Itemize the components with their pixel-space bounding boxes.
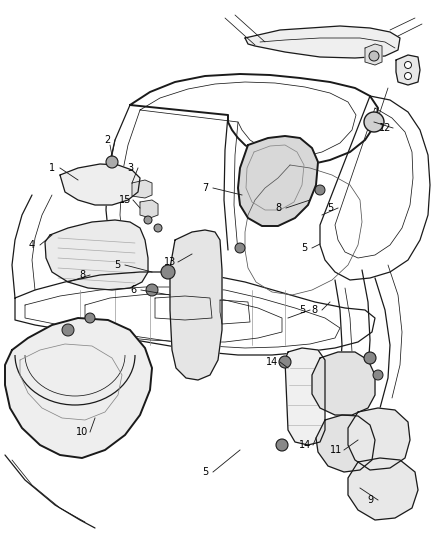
Text: 5: 5 <box>301 243 307 253</box>
Circle shape <box>279 356 291 368</box>
Circle shape <box>364 352 376 364</box>
Text: 13: 13 <box>164 257 176 267</box>
Polygon shape <box>312 352 375 415</box>
Text: 5: 5 <box>327 203 333 213</box>
Polygon shape <box>238 136 318 226</box>
Polygon shape <box>285 348 325 445</box>
Circle shape <box>144 216 152 224</box>
Polygon shape <box>170 230 222 380</box>
Text: 9: 9 <box>367 495 373 505</box>
Text: 10: 10 <box>76 427 88 437</box>
Text: 12: 12 <box>379 123 391 133</box>
Circle shape <box>405 61 411 69</box>
Text: 14: 14 <box>299 440 311 450</box>
Text: 11: 11 <box>330 445 342 455</box>
Circle shape <box>364 112 384 132</box>
Circle shape <box>161 265 175 279</box>
Text: 1: 1 <box>49 163 55 173</box>
Circle shape <box>106 156 118 168</box>
Circle shape <box>405 72 411 79</box>
Polygon shape <box>348 458 418 520</box>
Text: 8: 8 <box>275 203 281 213</box>
Circle shape <box>62 324 74 336</box>
Circle shape <box>235 243 245 253</box>
Circle shape <box>154 224 162 232</box>
Polygon shape <box>245 26 400 58</box>
Polygon shape <box>60 164 140 205</box>
Polygon shape <box>365 44 382 65</box>
Circle shape <box>315 185 325 195</box>
Polygon shape <box>348 408 410 470</box>
Text: 14: 14 <box>266 357 278 367</box>
Polygon shape <box>5 318 152 458</box>
Polygon shape <box>396 55 420 85</box>
Polygon shape <box>132 180 152 198</box>
Text: 7: 7 <box>202 183 208 193</box>
Polygon shape <box>316 415 375 472</box>
Polygon shape <box>45 220 148 290</box>
Circle shape <box>373 370 383 380</box>
Text: 8: 8 <box>311 305 317 315</box>
Circle shape <box>369 51 379 61</box>
Text: 5: 5 <box>299 305 305 315</box>
Circle shape <box>276 439 288 451</box>
Text: 8: 8 <box>79 270 85 280</box>
Polygon shape <box>140 200 158 218</box>
Text: 4: 4 <box>29 240 35 250</box>
Text: 2: 2 <box>104 135 110 145</box>
Circle shape <box>146 284 158 296</box>
Text: 3: 3 <box>127 163 133 173</box>
Text: 15: 15 <box>119 195 131 205</box>
Text: 5: 5 <box>114 260 120 270</box>
Circle shape <box>85 313 95 323</box>
Text: 5: 5 <box>202 467 208 477</box>
Text: 6: 6 <box>130 285 136 295</box>
